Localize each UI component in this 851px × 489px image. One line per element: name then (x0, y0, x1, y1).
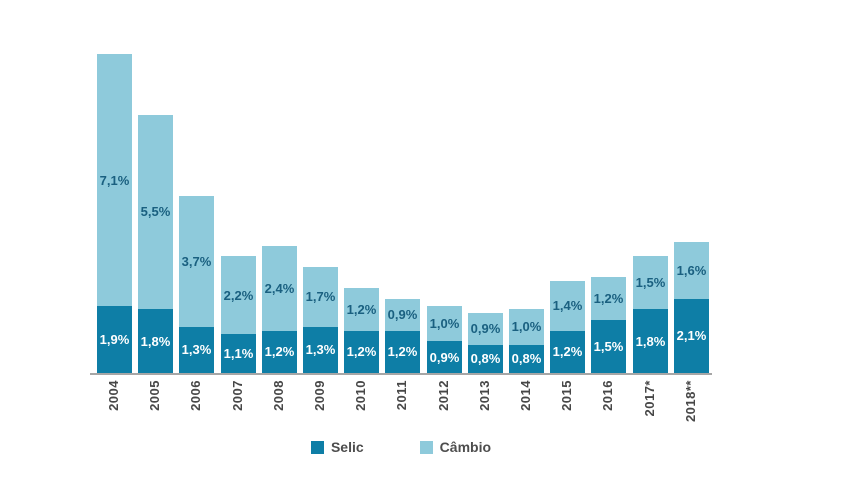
value-label: 1,8% (635, 333, 666, 349)
bar-segment-cmbio-2016: 1,2% (591, 277, 626, 320)
x-axis-tick-label: 2017* (642, 380, 658, 417)
value-label: 1,0% (429, 315, 460, 331)
bar-segment-selic-2006: 1,3% (179, 326, 214, 373)
bar-segment-cmbio-2007: 2,2% (221, 256, 256, 335)
x-axis-line (90, 373, 712, 375)
bar-segment-selic-2017: 1,8% (633, 309, 668, 373)
x-axis-tick-label: 2011 (394, 380, 410, 411)
legend-label-selic: Selic (330, 439, 364, 455)
bar-segment-selic-2012: 0,9% (427, 341, 462, 373)
bar-segment-selic-2013: 0,8% (468, 344, 503, 373)
x-axis-tick-label: 2016 (600, 380, 616, 411)
bar-segment-selic-2016: 1,5% (591, 319, 626, 373)
bar-segment-selic-2014: 0,8% (509, 344, 544, 373)
bar-segment-selic-2018: 2,1% (674, 298, 709, 373)
x-axis-tick-label: 2005 (147, 380, 163, 411)
x-axis-tick-label: 2018** (683, 380, 699, 423)
bar-segment-cmbio-2008: 2,4% (262, 245, 297, 331)
value-label: 0,9% (429, 349, 460, 365)
selic-swatch-icon (310, 440, 324, 454)
x-axis-tick-label: 2012 (436, 380, 452, 411)
value-label: 0,9% (387, 307, 418, 323)
bar-segment-cmbio-2014: 1,0% (509, 309, 544, 345)
bar-segment-cmbio-2009: 1,7% (303, 266, 338, 327)
value-label: 1,2% (346, 344, 377, 360)
x-axis-tick-label: 2006 (188, 380, 204, 411)
bar-segment-cmbio-2006: 3,7% (179, 196, 214, 327)
bar-segment-selic-2009: 1,3% (303, 326, 338, 373)
value-label: 2,1% (676, 328, 707, 344)
bar-segment-cmbio-2018: 1,6% (674, 242, 709, 299)
value-label: 1,7% (305, 289, 336, 305)
bar-segment-selic-2007: 1,1% (221, 334, 256, 373)
bar-segment-cmbio-2012: 1,0% (427, 305, 462, 342)
legend-label-cambio: Câmbio (439, 439, 492, 455)
value-label: 1,6% (676, 262, 707, 278)
bar-segment-cmbio-2005: 5,5% (138, 114, 173, 310)
value-label: 5,5% (140, 204, 171, 220)
x-axis-tick-label: 2015 (559, 380, 575, 411)
value-label: 2,2% (223, 287, 254, 303)
value-label: 1,5% (593, 338, 624, 354)
bar-segment-selic-2004: 1,9% (97, 305, 132, 373)
value-label: 1,1% (223, 346, 254, 362)
value-label: 0,9% (470, 321, 501, 337)
value-label: 7,1% (99, 172, 130, 188)
value-label: 1,2% (264, 344, 295, 360)
bar-segment-selic-2008: 1,2% (262, 330, 297, 373)
value-label: 1,0% (511, 319, 542, 335)
value-label: 1,3% (181, 342, 212, 358)
value-label: 1,5% (635, 275, 666, 291)
x-axis-tick-label: 2009 (312, 380, 328, 411)
value-label: 0,8% (511, 351, 542, 367)
bar-segment-cmbio-2015: 1,4% (550, 280, 585, 331)
value-label: 1,9% (99, 331, 130, 347)
x-axis-tick-label: 2010 (353, 380, 369, 411)
bar-segment-cmbio-2010: 1,2% (344, 288, 379, 331)
value-label: 1,2% (346, 301, 377, 317)
x-axis-tick-label: 2007 (230, 380, 246, 411)
chart-legend: Selic Câmbio (90, 439, 712, 455)
value-label: 1,2% (593, 291, 624, 307)
legend-item-selic: Selic (310, 439, 364, 455)
value-label: 1,4% (552, 298, 583, 314)
value-label: 2,4% (264, 280, 295, 296)
x-axis-tick-2018: 2018** (666, 380, 717, 444)
value-label: 3,7% (181, 253, 212, 269)
bar-segment-cmbio-2013: 0,9% (468, 312, 503, 345)
value-label: 1,2% (552, 344, 583, 360)
x-axis-tick-label: 2008 (271, 380, 287, 411)
bar-segment-selic-2010: 1,2% (344, 330, 379, 373)
cambio-swatch-icon (419, 440, 433, 454)
x-axis-tick-label: 2004 (106, 380, 122, 411)
legend-item-cambio: Câmbio (419, 439, 492, 455)
bar-segment-selic-2011: 1,2% (385, 330, 420, 373)
x-axis-tick-label: 2013 (477, 380, 493, 411)
bar-segment-cmbio-2017: 1,5% (633, 256, 668, 310)
bar-segment-cmbio-2004: 7,1% (97, 54, 132, 306)
value-label: 0,8% (470, 351, 501, 367)
value-label: 1,8% (140, 333, 171, 349)
x-axis-tick-label: 2014 (518, 380, 534, 411)
bar-segment-cmbio-2011: 0,9% (385, 298, 420, 331)
value-label: 1,3% (305, 342, 336, 358)
value-label: 1,2% (387, 344, 418, 360)
bar-segment-selic-2005: 1,8% (138, 309, 173, 373)
bar-segment-selic-2015: 1,2% (550, 330, 585, 373)
